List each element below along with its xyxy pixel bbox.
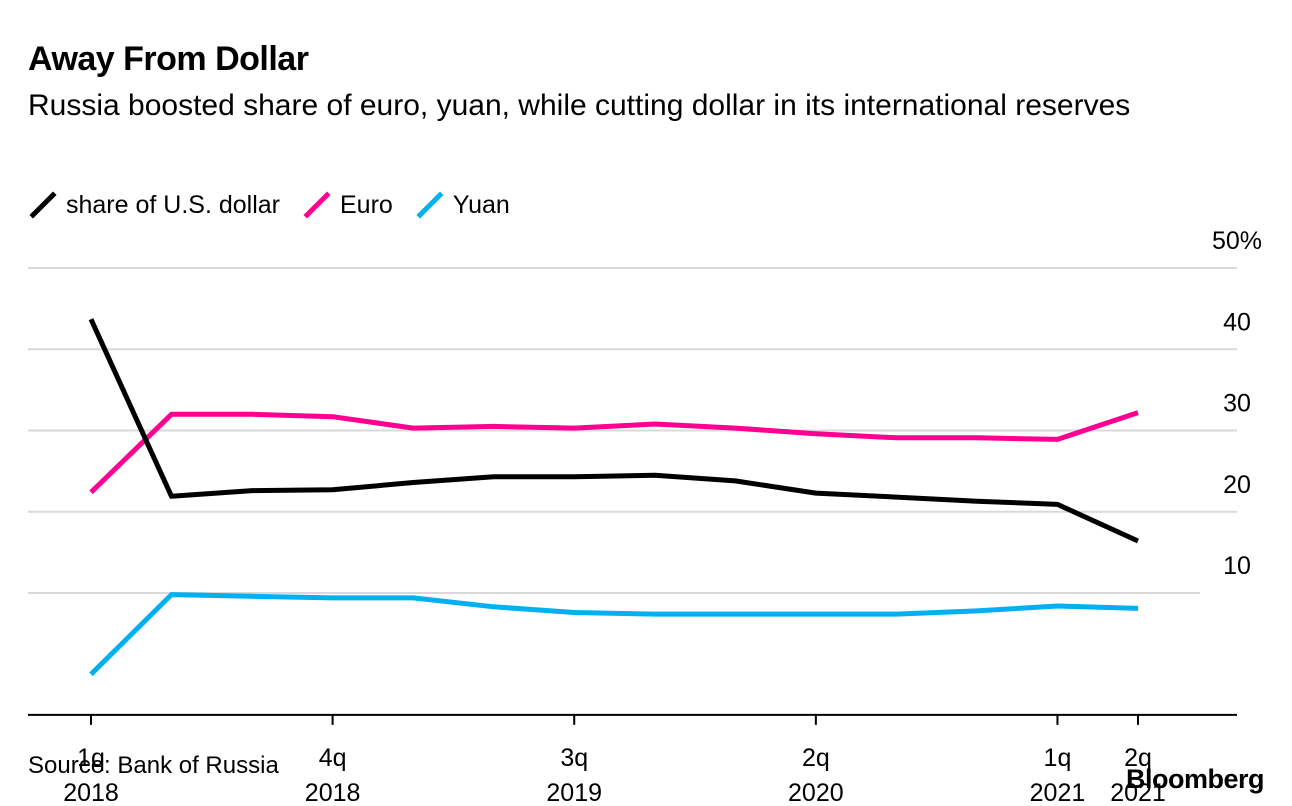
chart-subtitle: Russia boosted share of euro, yuan, whil…	[28, 89, 1131, 122]
x-tick-label-year-13: 2021	[1110, 779, 1166, 806]
series-line-dollar	[88, 318, 1140, 544]
x-tick-label-year-6: 2019	[546, 779, 602, 806]
x-tick-label-quarter-13: 2q	[1124, 744, 1152, 772]
legend: share of U.S. dollar Euro Yuan	[28, 190, 532, 220]
x-tick-label-quarter-0: 1q	[77, 744, 105, 772]
x-tick-label-year-9: 2020	[788, 779, 844, 806]
legend-swatch-dollar	[29, 191, 57, 219]
x-tick-label-year-3: 2018	[305, 779, 361, 806]
legend-label-yuan: Yuan	[452, 190, 510, 219]
y-tick-label-20: 20	[1223, 471, 1251, 499]
legend-label-euro: Euro	[340, 190, 393, 219]
legend-label-dollar: share of U.S. dollar	[66, 190, 280, 219]
series-line-euro	[89, 410, 1139, 495]
y-tick-label-50: 50%	[1212, 227, 1262, 255]
x-tick-label-quarter-3: 4q	[319, 744, 347, 772]
bloomberg-logo: Bloomberg	[1125, 764, 1265, 794]
x-tick-label-quarter-12: 1q	[1044, 744, 1072, 772]
x-tick-label-year-0: 2018	[63, 779, 119, 806]
legend-item-yuan: Yuan	[415, 190, 510, 220]
x-tick-label-year-12: 2021	[1030, 779, 1086, 806]
y-tick-label-30: 30	[1223, 390, 1251, 418]
legend-swatch-yuan	[416, 191, 444, 219]
legend-item-dollar: share of U.S. dollar	[28, 190, 280, 220]
y-tick-label-10: 10	[1223, 552, 1251, 580]
series-line-yuan	[89, 592, 1139, 677]
chart-title: Away From Dollar	[28, 40, 309, 78]
x-tick-label-quarter-6: 3q	[560, 744, 588, 772]
legend-item-euro: Euro	[302, 190, 393, 220]
legend-swatch-euro	[303, 191, 331, 219]
x-tick-label-quarter-9: 2q	[802, 744, 830, 772]
source-note: Source: Bank of Russia	[28, 752, 279, 779]
y-tick-label-40: 40	[1223, 308, 1251, 336]
